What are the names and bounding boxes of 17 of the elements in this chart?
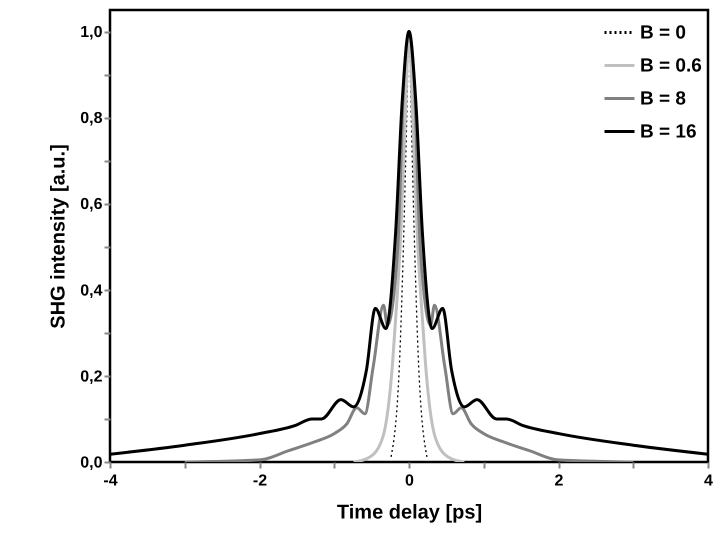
x-tick-label: 2 (554, 472, 564, 490)
x-tick-label: -4 (103, 472, 118, 490)
legend-label: B = 0.6 (640, 56, 702, 76)
y-tick-label: 0,4 (80, 282, 103, 300)
x-axis-title: Time delay [ps] (336, 502, 482, 524)
y-tick-label: 0,6 (80, 196, 103, 214)
y-tick-label: 0,8 (80, 110, 103, 128)
x-tick-label: 0 (405, 472, 414, 490)
y-axis-title: SHG intensity [a.u.] (47, 144, 70, 329)
legend-label: B = 0 (640, 22, 686, 44)
y-tick-label: 0,0 (80, 454, 103, 472)
x-tick-label: -2 (252, 472, 268, 490)
legend-label: B = 8 (640, 88, 686, 110)
legend-label: B = 16 (640, 122, 697, 142)
y-tick-label: 1,0 (80, 24, 103, 42)
y-tick-label: 0,2 (80, 368, 103, 386)
x-tick-label: 4 (704, 472, 714, 490)
